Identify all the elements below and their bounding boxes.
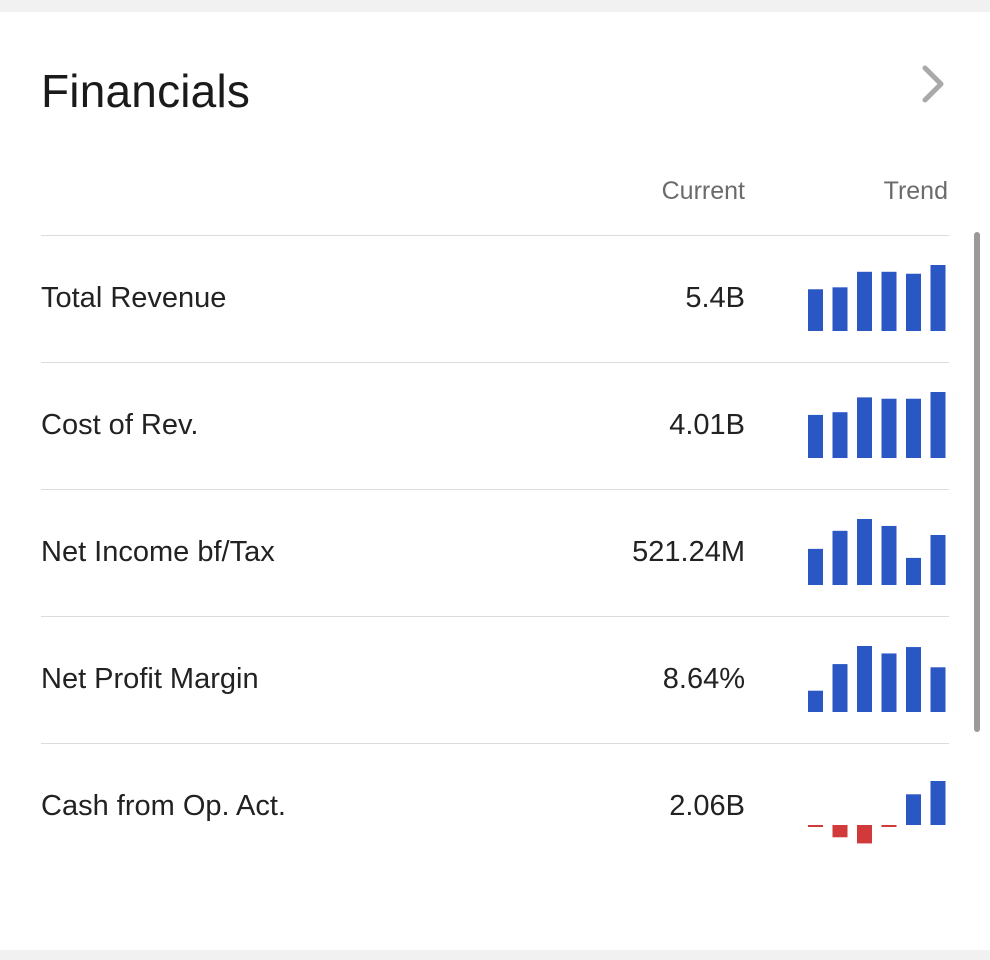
trend-bar bbox=[881, 398, 897, 458]
trend-bar bbox=[881, 825, 897, 827]
column-header-trend: Trend bbox=[883, 177, 948, 205]
trend-chart bbox=[808, 519, 946, 585]
row-divider bbox=[41, 743, 949, 744]
row-label: Cash from Op. Act. bbox=[41, 790, 286, 822]
trend-bar bbox=[930, 534, 946, 585]
trend-bar bbox=[930, 265, 946, 331]
row-value: 8.64% bbox=[662, 663, 745, 695]
trend-chart bbox=[808, 781, 946, 844]
trend-bar bbox=[857, 646, 872, 712]
trend-bar bbox=[930, 392, 946, 458]
financial-row[interactable]: Cost of Rev. 4.01B bbox=[41, 362, 949, 489]
scrollbar[interactable] bbox=[974, 232, 980, 732]
trend-bar bbox=[906, 794, 921, 825]
row-divider bbox=[41, 616, 949, 617]
trend-bar bbox=[832, 825, 848, 838]
row-divider bbox=[41, 362, 949, 363]
trend-bar bbox=[906, 398, 921, 458]
trend-bar bbox=[808, 825, 823, 827]
financial-row[interactable]: Cash from Op. Act. 2.06B bbox=[41, 743, 949, 870]
trend-bar bbox=[857, 271, 872, 331]
row-value: 521.24M bbox=[632, 536, 745, 568]
row-label: Net Income bf/Tax bbox=[41, 536, 275, 568]
trend-bar bbox=[881, 525, 897, 585]
trend-bar bbox=[832, 530, 848, 585]
trend-bar bbox=[930, 781, 946, 825]
row-label: Cost of Rev. bbox=[41, 409, 199, 441]
section-title: Financials bbox=[41, 65, 251, 117]
trend-bar bbox=[808, 414, 823, 458]
trend-bar bbox=[832, 287, 848, 331]
trend-chart bbox=[808, 265, 946, 331]
trend-bar bbox=[906, 647, 921, 712]
trend-bar bbox=[808, 690, 823, 712]
financial-row[interactable]: Net Profit Margin 8.64% bbox=[41, 616, 949, 743]
row-label: Total Revenue bbox=[41, 282, 227, 314]
trend-bar bbox=[857, 825, 872, 844]
row-value: 4.01B bbox=[669, 409, 745, 441]
row-divider bbox=[41, 489, 949, 490]
chevron-right-icon[interactable] bbox=[914, 64, 950, 104]
trend-bar bbox=[857, 519, 872, 585]
trend-bar bbox=[832, 412, 848, 458]
trend-bar bbox=[906, 557, 921, 585]
trend-chart bbox=[808, 392, 946, 458]
trend-bar bbox=[857, 397, 872, 458]
trend-bar bbox=[881, 653, 897, 712]
row-divider bbox=[41, 235, 949, 236]
row-value: 2.06B bbox=[669, 790, 745, 822]
trend-chart bbox=[808, 646, 946, 712]
financial-row[interactable]: Net Income bf/Tax 521.24M bbox=[41, 489, 949, 616]
trend-bar bbox=[881, 271, 897, 331]
column-header-current: Current bbox=[661, 177, 745, 205]
trend-bar bbox=[808, 289, 823, 331]
financials-card: Financials Current Trend Total Revenue 5.… bbox=[0, 12, 990, 950]
trend-bar bbox=[808, 548, 823, 585]
financial-row[interactable]: Total Revenue 5.4B bbox=[41, 235, 949, 362]
row-value: 5.4B bbox=[685, 282, 745, 314]
trend-bar bbox=[930, 667, 946, 712]
row-label: Net Profit Margin bbox=[41, 663, 259, 695]
trend-bar bbox=[906, 273, 921, 331]
trend-bar bbox=[832, 664, 848, 712]
